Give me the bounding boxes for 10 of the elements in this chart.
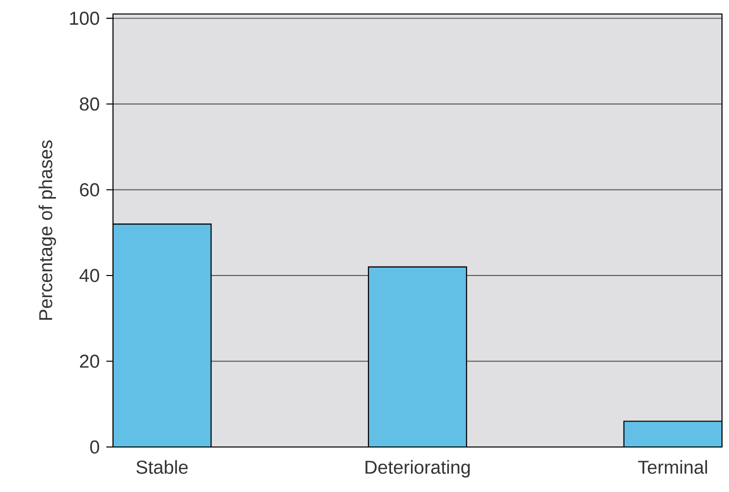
y-tick-label: 0: [90, 440, 100, 454]
y-tick-label: 20: [80, 354, 100, 368]
y-tick-label: 80: [80, 97, 100, 111]
y-axis-title: Percentage of phases: [38, 140, 56, 320]
y-tick-label: 40: [80, 268, 100, 282]
x-tick-label: Terminal: [638, 460, 707, 474]
x-tick-label: Stable: [136, 460, 188, 474]
x-tick-label: Deteriorating: [366, 460, 470, 478]
y-tick-label: 60: [80, 183, 100, 196]
y-tick-label: 100: [70, 12, 100, 25]
